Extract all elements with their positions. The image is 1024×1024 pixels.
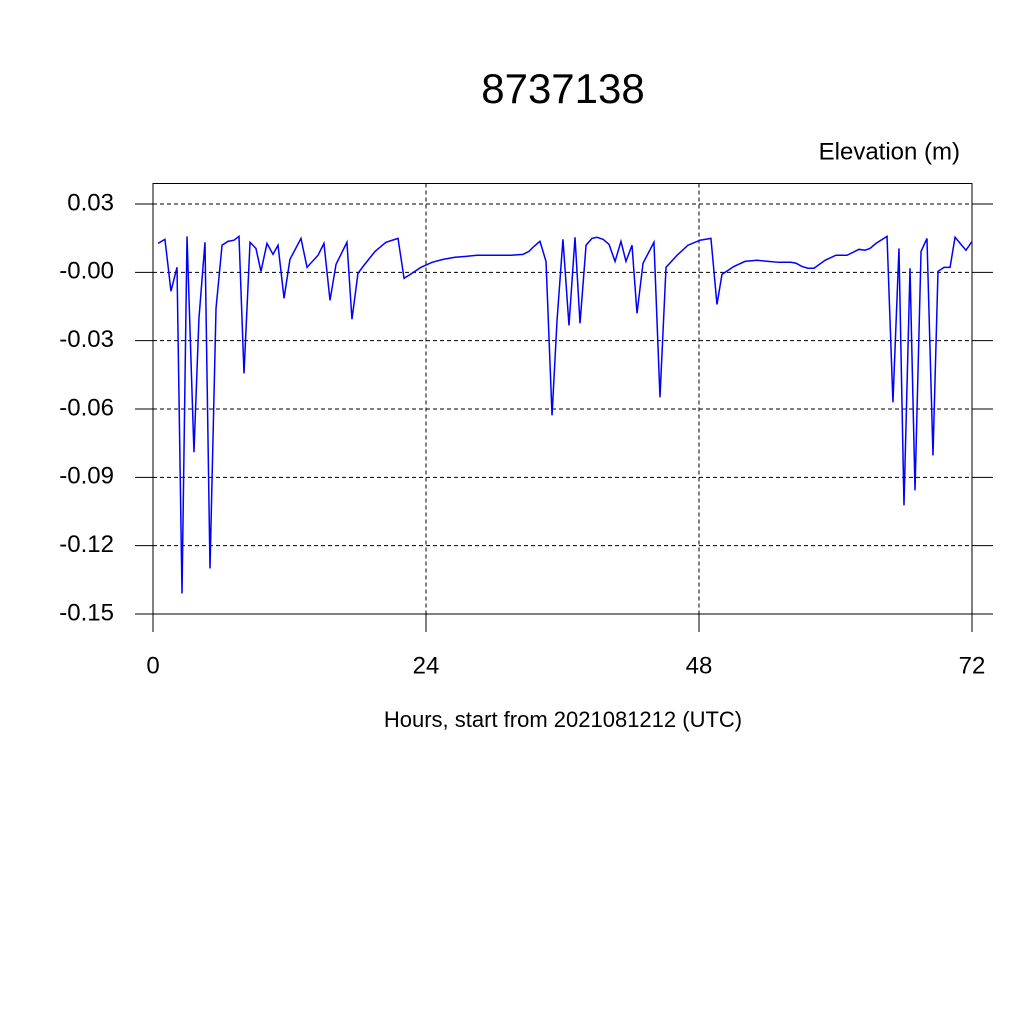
y-axis-label: Elevation (m) [819,138,960,165]
chart-title: 8737138 [481,65,645,112]
y-tick-label: -0.06 [59,394,114,421]
x-tick-label: 72 [959,652,986,679]
y-tick-label: -0.09 [59,463,114,490]
data-line [157,234,973,594]
x-tick-label: 48 [686,652,713,679]
x-tick-label: 0 [146,652,159,679]
y-tick-label: -0.12 [59,531,114,558]
plot-frame [152,183,973,615]
y-tick-label: -0.03 [59,326,114,353]
x-axis-label: Hours, start from 2021081212 (UTC) [384,707,742,732]
y-tick-label: 0.03 [67,189,114,216]
y-tick-label: -0.15 [59,599,114,626]
y-tick-label: -0.00 [59,258,114,285]
x-tick-label: 24 [413,652,440,679]
